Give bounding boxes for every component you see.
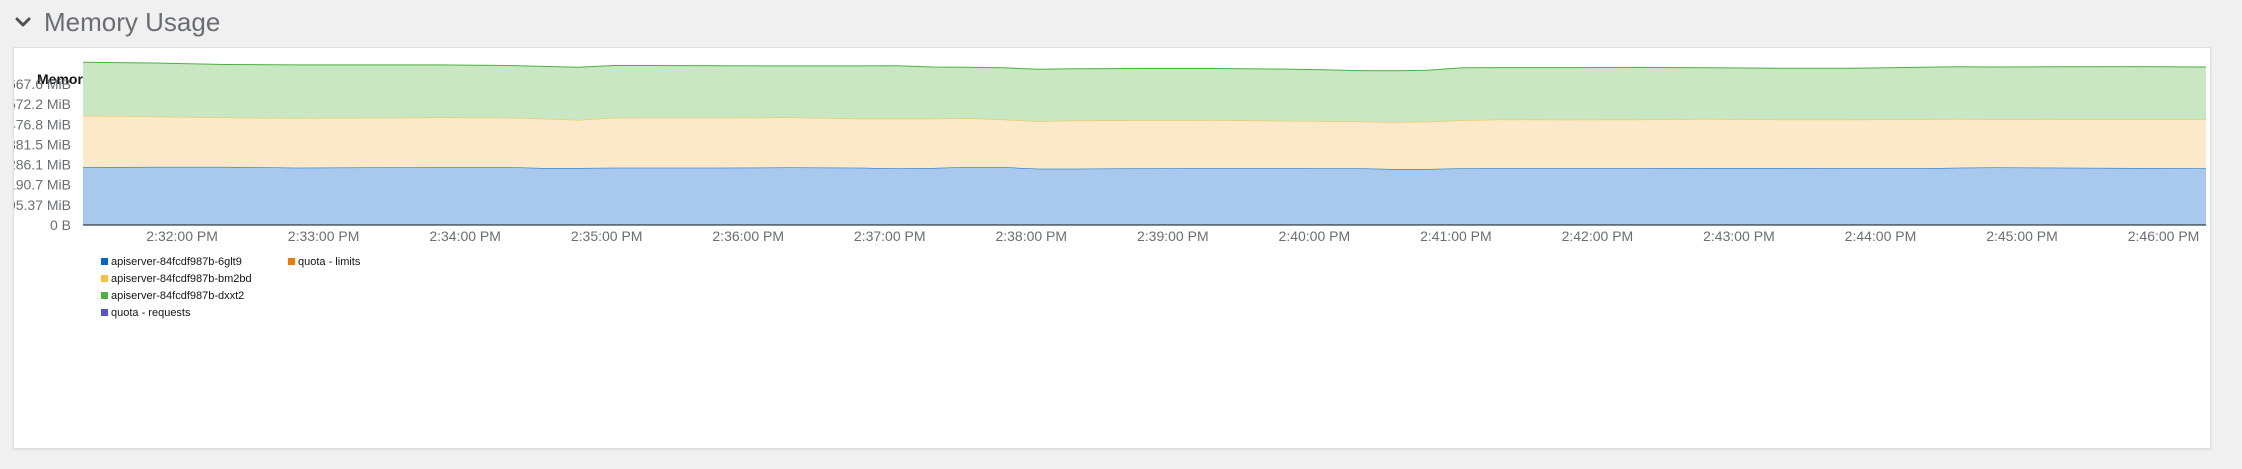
legend-item[interactable]: quota - limits [298,256,361,268]
chart-card: Memory Usage (w/o cache) Inspect 0 B95.3… [13,47,2211,449]
y-tick-label: 0 B [50,217,71,233]
x-tick-label: 2:40:00 PM [1279,228,1351,244]
legend-swatch [288,258,295,265]
x-tick-label: 2:42:00 PM [1562,228,1634,244]
x-tick-label: 2:43:00 PM [1703,228,1775,244]
memory-usage-chart: 0 B 95.37 MiB 190.7 MiB 286.1 MiB 381.5 MiB 4… [14,61,2207,319]
x-tick-label: 2:38:00 PM [995,228,1067,244]
area-series-1[interactable] [83,166,2206,225]
x-tick-label: 2:41:00 PM [1420,228,1492,244]
x-tick-label: 2:33:00 PM [288,228,360,244]
line-series-1 [82,166,2207,170]
x-tick-label: 2:35:00 PM [571,228,643,244]
x-tick-label: 2:34:00 PM [429,228,501,244]
section-title: Memory Usage [44,6,221,37]
x-tick-label: 2:46:00 PM [2128,228,2200,244]
y-tick-label: 572.2 MiB [14,96,71,112]
area-series-3[interactable] [83,62,2206,123]
legend-item[interactable]: quota - requests [111,307,191,319]
x-tick-label: 2:45:00 PM [1986,228,2058,244]
section-header[interactable]: Memory Usage [14,4,220,40]
x-tick-label: 2:44:00 PM [1845,228,1917,244]
y-tick-label: 476.8 MiB [14,116,71,132]
legend-item[interactable]: apiserver-84fcdf987b-6glt9 [111,256,242,268]
legend-swatch [101,292,108,299]
y-tick-label: 286.1 MiB [14,157,71,173]
x-tick-label: 2:36:00 PM [712,228,784,244]
y-tick-label: 667.6 MiB [14,76,71,92]
y-tick-label: 95.37 MiB [14,197,71,213]
legend-item[interactable]: apiserver-84fcdf987b-dxxt2 [111,290,244,302]
x-tick-label: 2:39:00 PM [1137,228,1209,244]
y-tick-label: 190.7 MiB [14,177,71,193]
chevron-down-icon[interactable] [14,13,32,31]
x-tick-label: 2:32:00 PM [146,228,218,244]
legend-swatch [101,309,108,316]
legend-swatch [101,258,108,265]
legend-item[interactable]: apiserver-84fcdf987b-bm2bd [111,273,252,285]
x-tick-label: 2:37:00 PM [854,228,926,244]
y-tick-label: 381.5 MiB [14,136,71,152]
legend-swatch [101,275,108,282]
line-series-3 [82,61,2207,72]
area-series-2[interactable] [83,115,2206,169]
